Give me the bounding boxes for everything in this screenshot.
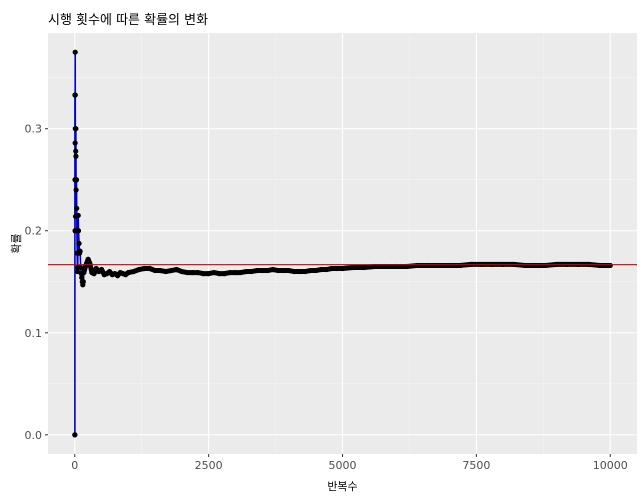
x-tick-label: 7500 bbox=[462, 459, 490, 472]
chart-title: 시행 횟수에 따른 확률의 변화 bbox=[48, 12, 208, 28]
data-point bbox=[79, 275, 85, 281]
data-point bbox=[78, 264, 84, 271]
x-axis-title: 반복수 bbox=[327, 480, 357, 493]
x-axis-ticks: 0 2500 5000 7500 10000 bbox=[71, 454, 628, 472]
data-point bbox=[74, 205, 80, 211]
y-tick-label: 0.3 bbox=[25, 123, 43, 136]
x-tick-label: 10000 bbox=[593, 459, 628, 472]
data-point bbox=[73, 148, 79, 154]
data-point bbox=[73, 187, 79, 193]
y-tick-label: 0.1 bbox=[25, 327, 43, 340]
y-tick-label: 0.0 bbox=[25, 429, 43, 442]
data-point bbox=[75, 228, 82, 234]
x-tick-label: 5000 bbox=[329, 459, 357, 472]
y-axis-title: 확률 bbox=[10, 233, 23, 253]
data-point bbox=[75, 212, 81, 219]
x-tick-label: 0 bbox=[71, 459, 78, 472]
data-point bbox=[73, 177, 80, 183]
data-point bbox=[73, 126, 79, 132]
y-axis-ticks: 0.0 0.1 0.2 0.3 bbox=[25, 123, 48, 442]
y-tick-label: 0.2 bbox=[25, 225, 43, 238]
data-point bbox=[72, 49, 78, 55]
data-point bbox=[72, 140, 78, 146]
data-point bbox=[76, 240, 82, 247]
data-point bbox=[72, 92, 78, 98]
data-point bbox=[72, 432, 78, 438]
x-tick-label: 2500 bbox=[195, 459, 223, 472]
data-point bbox=[80, 279, 86, 285]
data-point bbox=[77, 248, 83, 254]
data-point bbox=[73, 153, 79, 159]
